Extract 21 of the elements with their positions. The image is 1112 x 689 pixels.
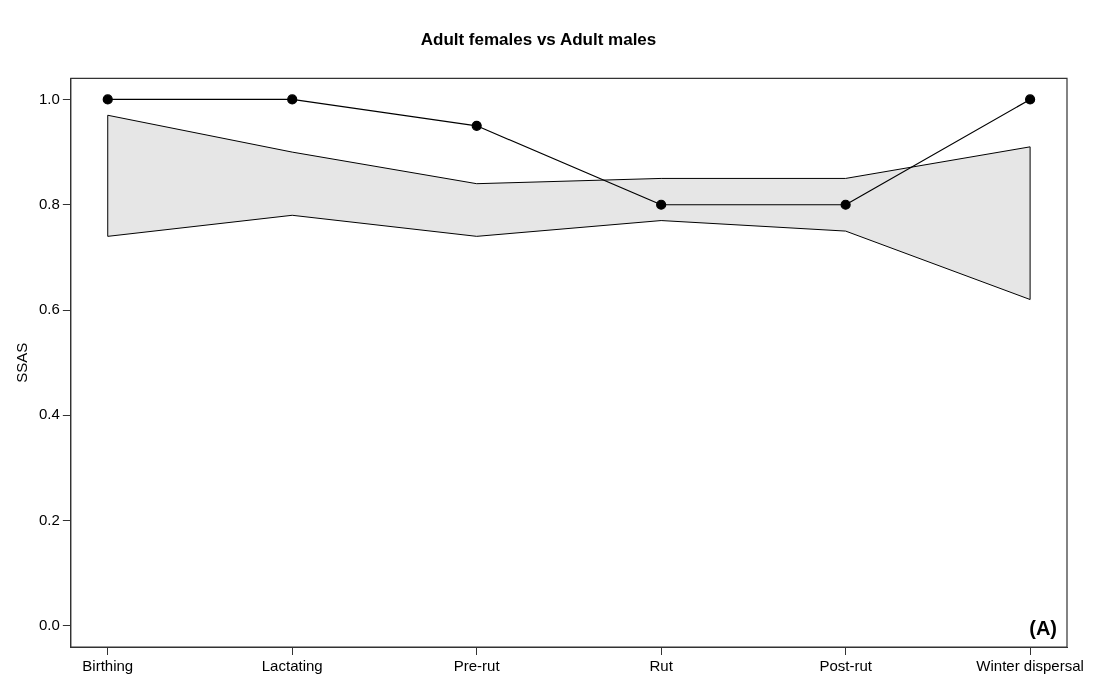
- point: [840, 199, 851, 210]
- y-tick-label: 1.0: [38, 89, 60, 107]
- point: [287, 94, 298, 105]
- y-tick-label: 0.4: [38, 405, 60, 423]
- chart-title: Adult females vs Adult males: [420, 29, 657, 49]
- x-tick-label: Post-rut: [819, 657, 873, 675]
- y-tick-label: 0.2: [38, 510, 60, 528]
- y-axis-title: SSAS: [13, 342, 31, 383]
- x-tick-label: Lactating: [261, 657, 323, 675]
- point: [656, 199, 667, 210]
- point: [471, 120, 482, 131]
- point: [1025, 94, 1036, 105]
- x-tick-label: Winter dispersal: [976, 657, 1084, 675]
- point: [102, 94, 113, 105]
- y-tick-label: 0.6: [38, 300, 60, 318]
- x-tick-label: Birthing: [82, 657, 134, 675]
- y-tick-label: 0.0: [38, 616, 60, 634]
- y-tick-label: 0.8: [38, 194, 60, 212]
- x-tick-label: Rut: [649, 657, 674, 675]
- annotation: (A): [1029, 616, 1057, 639]
- x-tick-label: Pre-rut: [453, 657, 501, 675]
